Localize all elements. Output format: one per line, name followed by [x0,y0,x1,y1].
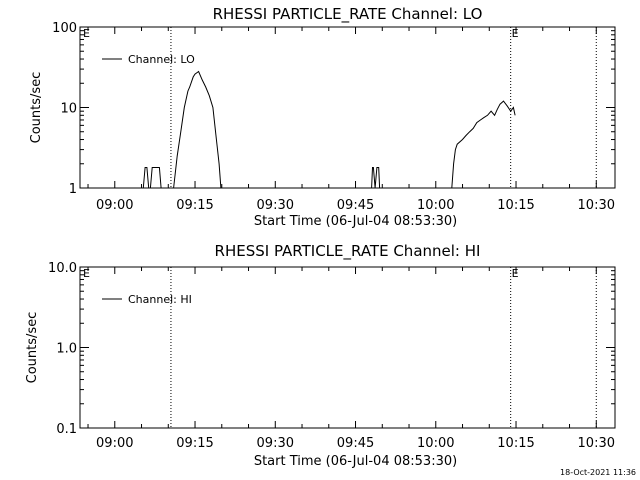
x-tick-label: 09:45 [337,198,374,213]
event-marker-label: E [512,27,519,40]
legend-label: Channel: LO [128,53,195,66]
chart-title: RHESSI PARTICLE_RATE Channel: LO [213,5,483,24]
y-tick-label: 10 [60,102,77,117]
chart-panel-2: RHESSI PARTICLE_RATE Channel: HI 09:00 09:… [25,242,616,469]
footer-timestamp: 18-Oct-2021 11:36 [560,468,636,477]
plot-frame [79,266,616,429]
x-tick-label: 10:00 [417,436,454,451]
y-axis-label: Counts/sec [25,312,40,384]
legend-label: Channel: HI [128,293,192,306]
event-marker-label: E [512,267,519,280]
x-tick-label: 09:30 [257,436,294,451]
x-tick-label: 09:00 [96,436,133,451]
y-tick-label: 10.0 [48,261,77,276]
corner-label: E [83,267,90,280]
x-axis-label: Start Time (06-Jul-04 08:53:30) [254,214,457,229]
plot-frame [79,26,616,189]
chart-panel-1: RHESSI PARTICLE_RATE Channel: LO 09:00 09:… [29,5,616,229]
x-tick-label: 09:15 [176,436,213,451]
corner-label: E [83,27,90,40]
x-tick-label: 10:15 [497,436,534,451]
x-tick-label: 09:15 [176,198,213,213]
x-tick-label: 10:15 [497,198,534,213]
series-line-1 [142,70,516,189]
x-tick-label: 10:30 [578,436,615,451]
y-tick-label: 1 [69,182,77,197]
y-axis-label: Counts/sec [29,72,44,144]
x-tick-label: 10:30 [578,198,615,213]
x-tick-label: 09:30 [257,198,294,213]
x-axis-label: Start Time (06-Jul-04 08:53:30) [254,454,457,469]
chart-title: RHESSI PARTICLE_RATE Channel: HI [215,242,481,261]
y-tick-label: 1.0 [56,342,77,357]
x-tick-label: 10:00 [417,198,454,213]
y-tick-label: 0.1 [56,422,77,437]
y-tick-label: 100 [52,21,77,36]
x-tick-label: 09:00 [96,198,133,213]
x-tick-label: 09:45 [337,436,374,451]
